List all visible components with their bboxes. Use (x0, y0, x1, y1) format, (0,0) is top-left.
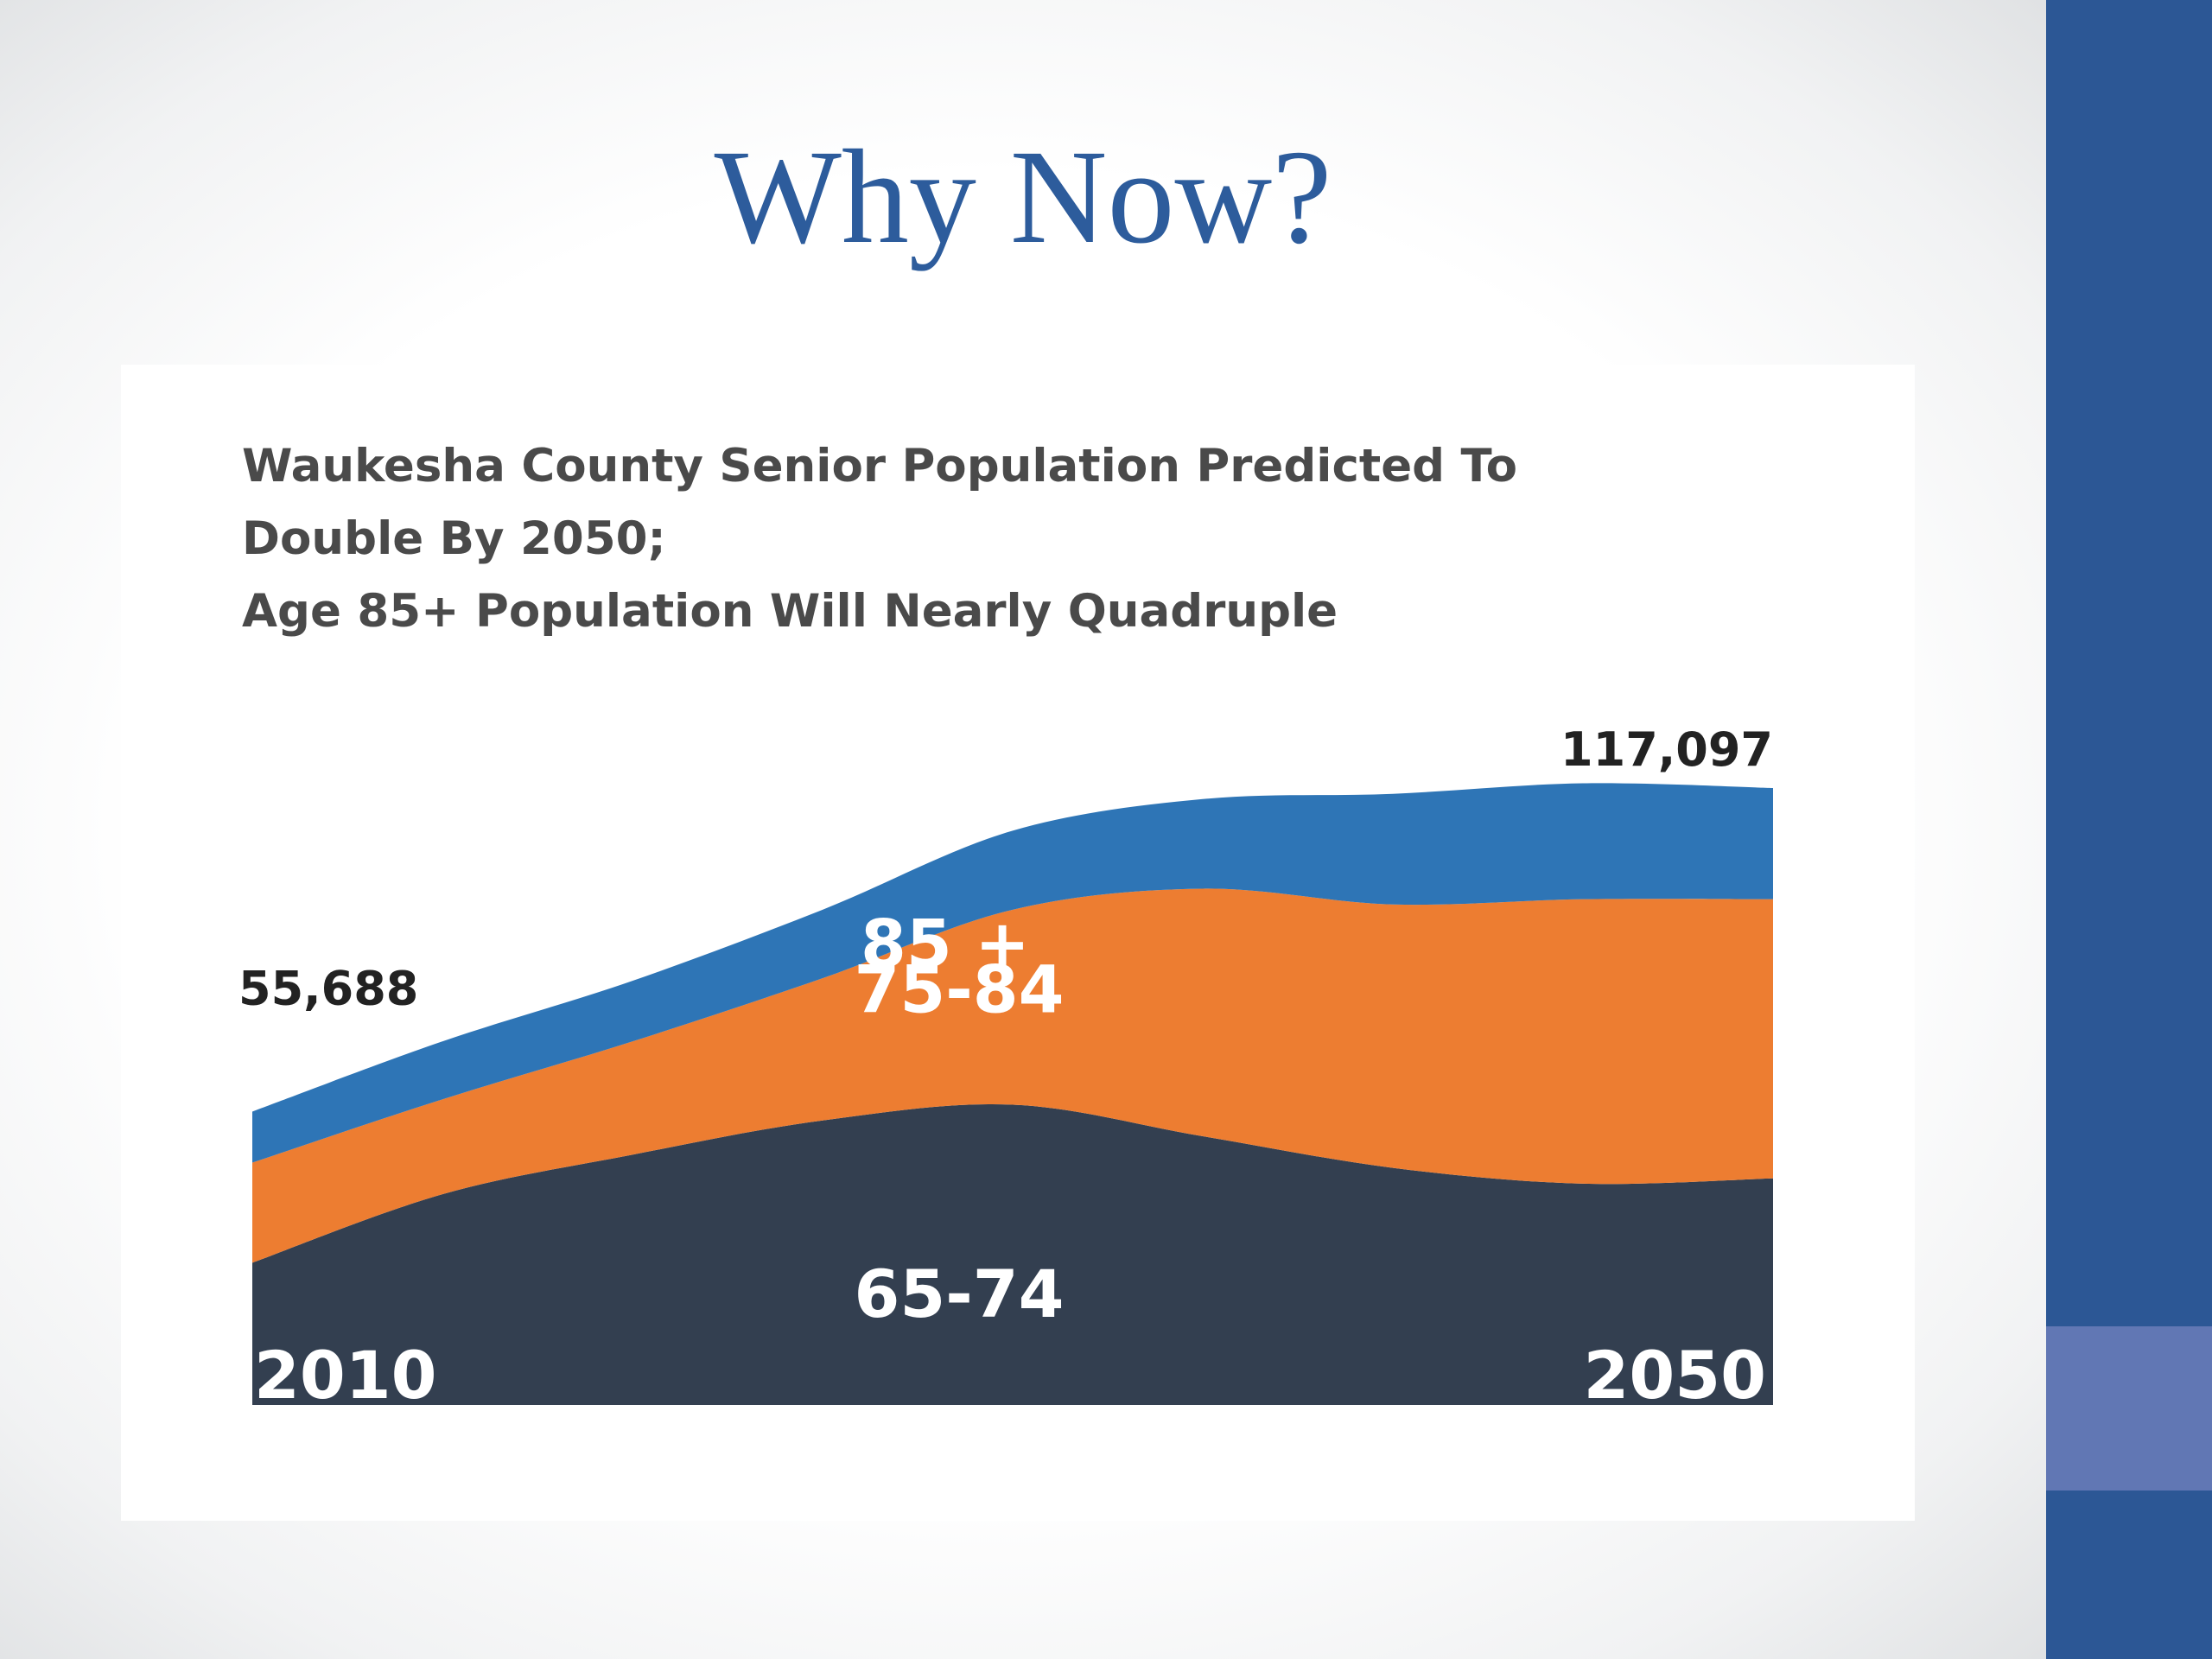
series-label-65-74: 65-74 (854, 1255, 1064, 1332)
x-axis-label-start: 2010 (254, 1337, 437, 1414)
sidebar-accent-decoration (2046, 1326, 2212, 1491)
chart-title-line-2: Double By 2050; (242, 512, 666, 565)
area-series-65-74 (252, 1103, 1773, 1405)
slide-title: Why Now? (714, 122, 1332, 271)
chart-title-line-1: Waukesha County Senior Population Predic… (242, 440, 1518, 493)
start-total-label: 55,688 (238, 961, 418, 1015)
x-axis-label-end: 2050 (1583, 1337, 1766, 1414)
chart-title-line-3: Age 85+ Population Will Nearly Quadruple (242, 585, 1338, 638)
series-label-85-plus: 85 + (861, 905, 1030, 982)
area-series-85-plus (252, 783, 1773, 1163)
chart-title: Waukesha County Senior Population Predic… (242, 430, 1517, 648)
end-total-label: 117,097 (1560, 722, 1773, 777)
series-label-75-84: 75-84 (854, 951, 1064, 1028)
area-series-75-84 (252, 888, 1773, 1263)
